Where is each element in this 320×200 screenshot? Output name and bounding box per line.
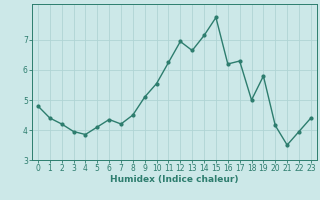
X-axis label: Humidex (Indice chaleur): Humidex (Indice chaleur)	[110, 175, 239, 184]
